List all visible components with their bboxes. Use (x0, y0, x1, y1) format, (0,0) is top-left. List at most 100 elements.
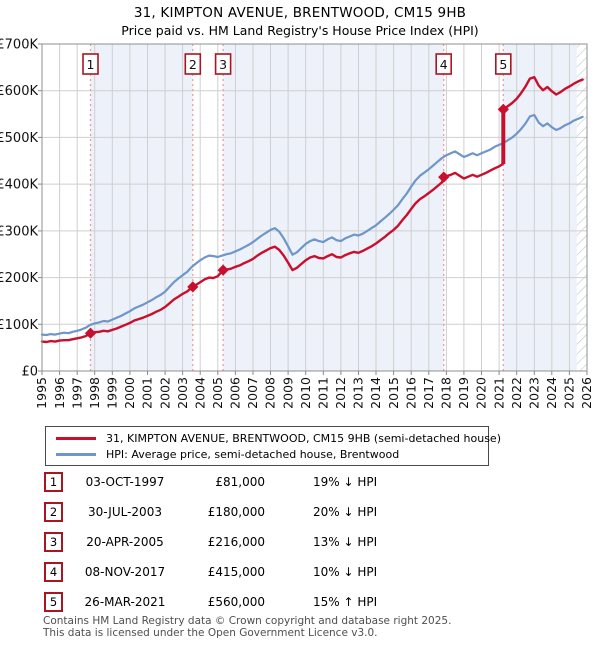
y-tick-label: £700K (0, 38, 38, 53)
x-tick-label: 2017 (421, 377, 436, 409)
y-tick-label: £200K (0, 271, 38, 286)
x-tick-label: 1997 (69, 377, 84, 409)
sale-hpi-delta: 20% ↓ HPI (313, 505, 378, 519)
sale-label-number: 4 (440, 57, 448, 72)
sale-date: 20-APR-2005 (86, 535, 164, 549)
ownership-band (90, 44, 193, 371)
sale-hpi-delta: 15% ↑ HPI (313, 595, 378, 609)
x-tick-label: 1996 (52, 377, 67, 409)
sale-table-row: 2 30-JUL-2003 £180,000 20% ↓ HPI (0, 498, 600, 528)
legend-line-swatch (56, 452, 96, 456)
sale-row-number: 3 (44, 532, 63, 552)
legend-row: HPI: Average price, semi-detached house,… (46, 446, 488, 462)
y-tick-label: £100K (0, 318, 38, 333)
x-tick-label: 2020 (474, 377, 489, 409)
sale-price: £180,000 (207, 505, 265, 519)
page-title: 31, KIMPTON AVENUE, BRENTWOOD, CM15 9HB (133, 5, 467, 21)
sale-row-number: 2 (44, 502, 63, 522)
x-tick-label: 2025 (562, 377, 577, 409)
hpi-line (40, 113, 584, 337)
footer-line-2: This data is licensed under the Open Gov… (43, 626, 378, 639)
x-tick-label: 2026 (579, 377, 594, 409)
x-tick-label: 2019 (456, 377, 471, 409)
sale-label-number: 1 (87, 57, 95, 72)
sale-marker-diamond (438, 171, 450, 183)
sale-date: 03-OCT-1997 (85, 475, 165, 489)
sale-date: 26-MAR-2021 (84, 595, 166, 609)
x-tick-label: 1998 (87, 377, 102, 409)
ownership-band (223, 44, 444, 371)
sale-label-number: 3 (219, 57, 227, 72)
legend-line-swatch (56, 436, 96, 440)
price-paid-line (40, 75, 584, 344)
ownership-band (503, 44, 577, 371)
footer-line-1: Contains HM Land Registry data © Crown c… (43, 615, 452, 627)
x-tick-label: 1999 (105, 377, 120, 409)
sale-table-row: 1 03-OCT-1997 £81,000 19% ↓ HPI (0, 468, 600, 498)
x-tick-label: 2008 (263, 377, 278, 409)
sale-label-box (435, 53, 453, 75)
x-tick-label: 2016 (403, 377, 418, 409)
x-tick-label: 1995 (34, 377, 49, 409)
sale-label-box (494, 53, 512, 75)
legend-label: 31, KIMPTON AVENUE, BRENTWOOD, CM15 9HB … (106, 431, 501, 445)
sale-row-number: 5 (44, 592, 63, 612)
sale-marker-diamond (84, 327, 97, 339)
x-tick-label: 2015 (386, 377, 401, 409)
sale-label-number: 5 (499, 57, 507, 72)
page-subtitle: Price paid vs. HM Land Registry's House … (121, 23, 479, 38)
sale-marker-diamond (217, 264, 229, 276)
x-tick-label: 2004 (192, 377, 207, 409)
x-tick-label: 2003 (175, 377, 190, 409)
legend-row: 31, KIMPTON AVENUE, BRENTWOOD, CM15 9HB … (46, 430, 501, 446)
sale-hpi-delta: 19% ↓ HPI (313, 475, 378, 489)
license-footer: Contains HM Land Registry data © Crown c… (43, 615, 583, 639)
x-tick-label: 2021 (491, 377, 506, 409)
sale-hpi-delta: 10% ↓ HPI (313, 565, 378, 579)
sale-price: £81,000 (215, 475, 265, 489)
y-tick-label: £600K (0, 84, 38, 99)
x-tick-label: 2014 (368, 377, 383, 409)
x-tick-label: 2009 (280, 377, 295, 409)
sale-price: £216,000 (207, 535, 265, 549)
sale-label-box (214, 53, 232, 75)
x-tick-label: 2013 (351, 377, 366, 409)
chart-legend: 31, KIMPTON AVENUE, BRENTWOOD, CM15 9HB … (45, 426, 501, 466)
x-tick-label: 2024 (544, 377, 559, 409)
x-tick-label: 2023 (527, 377, 542, 409)
sales-table: 1 03-OCT-1997 £81,000 19% ↓ HPI 2 30-JUL-2003… (0, 468, 600, 618)
x-tick-label: 2007 (245, 377, 260, 409)
y-tick-label: £400K (0, 178, 38, 193)
sale-table-row: 3 20-APR-2005 £216,000 13% ↓ HPI (0, 528, 600, 558)
x-tick-label: 2010 (298, 377, 313, 409)
y-tick-label: £500K (0, 131, 38, 146)
sale-label-box (184, 53, 202, 75)
sale-row-number: 1 (44, 472, 63, 492)
sale-hpi-delta: 13% ↓ HPI (313, 535, 378, 549)
x-tick-label: 2000 (122, 377, 137, 409)
price-history-chart: 1 2 3 4 5 £0 £100K £200K £300K £400K £500K £600K £70… (0, 38, 594, 409)
sale-table-row: 4 08-NOV-2017 £415,000 10% ↓ HPI (0, 558, 600, 588)
sale-row-number: 4 (44, 562, 63, 582)
x-tick-label: 2005 (210, 377, 225, 409)
x-tick-label: 2018 (439, 377, 454, 409)
sale-label-number: 2 (189, 57, 197, 72)
sale-price: £560,000 (207, 595, 265, 609)
x-tick-label: 2011 (316, 377, 331, 409)
sale-marker-diamond (497, 103, 509, 115)
sale-label-box (82, 53, 99, 75)
x-tick-label: 2001 (140, 377, 155, 409)
x-tick-label: 2012 (333, 377, 348, 409)
y-tick-label: £300K (0, 224, 38, 239)
x-tick-label: 2022 (509, 377, 524, 409)
x-tick-label: 2006 (228, 377, 243, 409)
sale-marker-diamond (187, 281, 199, 293)
legend-label: HPI: Average price, semi-detached house,… (106, 447, 400, 461)
y-tick-label: £0 (21, 365, 38, 380)
sale-price: £415,000 (207, 565, 265, 579)
sale-date: 30-JUL-2003 (88, 505, 162, 519)
plot-border (41, 43, 588, 372)
future-hatch-region (576, 44, 587, 371)
sale-date: 08-NOV-2017 (84, 565, 166, 579)
sale-table-row: 5 26-MAR-2021 £560,000 15% ↑ HPI (0, 588, 600, 618)
